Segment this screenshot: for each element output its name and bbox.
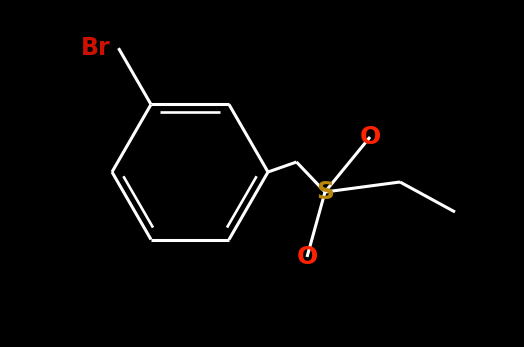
- Text: O: O: [359, 125, 380, 149]
- Text: Br: Br: [81, 36, 111, 60]
- Text: O: O: [297, 245, 318, 269]
- Text: S: S: [316, 180, 334, 204]
